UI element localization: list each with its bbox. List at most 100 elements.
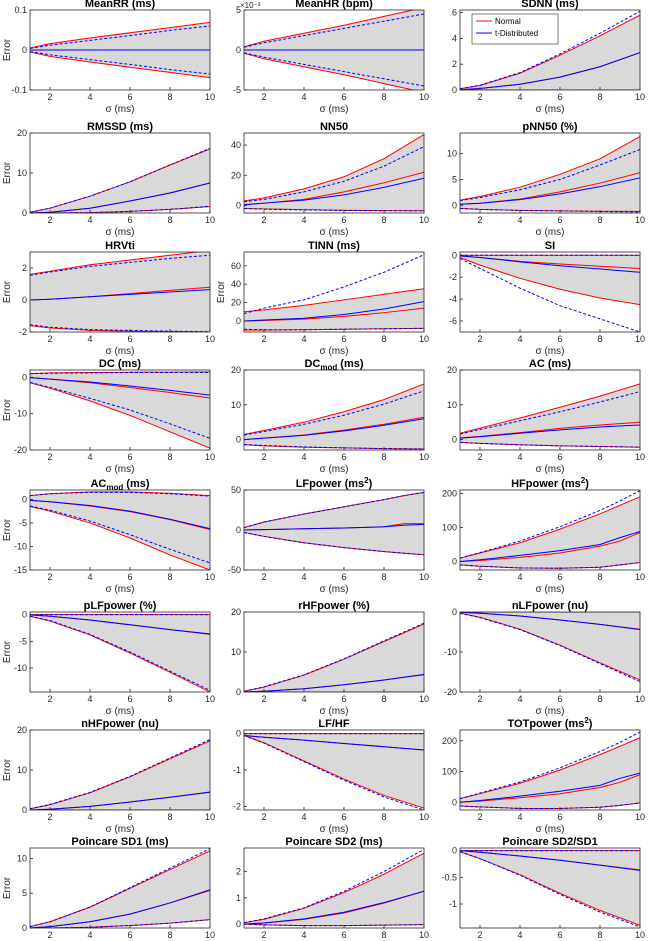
x-tick-label: 10: [419, 215, 429, 225]
tdist-mean-line: [30, 889, 210, 928]
x-tick-label: 4: [87, 572, 92, 582]
y-tick-label: -10: [14, 663, 27, 673]
plot-area: [460, 850, 640, 928]
tdist-lower-line: [244, 734, 424, 810]
x-tick-label: 6: [341, 572, 346, 582]
x-tick-label: 6: [341, 92, 346, 102]
x-tick-label: 4: [301, 334, 306, 344]
y-tick-label: -10: [14, 541, 27, 551]
y-tick-label: 0: [452, 85, 457, 95]
x-tick-label: 4: [301, 930, 306, 940]
x-tick-label: 10: [419, 930, 429, 940]
y-tick-label: 20: [17, 725, 27, 735]
y-tick-label: 5: [22, 888, 27, 898]
error-band: [460, 383, 640, 448]
tdist-upper-line: [30, 848, 210, 928]
subplot-16: 2 4 6 8 10 -10 -5 0 pLFpower (%) σ (ms) Error: [2, 600, 215, 717]
y-tick-label: 0: [236, 525, 241, 535]
tdist-upper-line: [244, 254, 424, 315]
x-tick-label: 10: [205, 572, 215, 582]
y-tick-label: -5: [19, 636, 27, 646]
subplot-title: ACmod (ms): [90, 478, 149, 492]
tdist-upper-line: [460, 10, 640, 90]
y-tick-label: 10: [17, 765, 27, 775]
y-tick-label: 20: [231, 365, 241, 375]
x-axis-label: σ (ms): [536, 227, 565, 238]
tdist-mean-line: [244, 890, 424, 925]
x-tick-label: 6: [557, 812, 562, 822]
axes-box: [243, 132, 425, 214]
x-tick-label: 2: [261, 930, 266, 940]
subplot-title: SI: [545, 240, 555, 252]
y-tick-label: -2: [449, 272, 457, 282]
normal-upper-line: [244, 383, 424, 435]
error-band: [460, 850, 640, 926]
y-tick-label: 40: [231, 279, 241, 289]
x-axis-label: σ (ms): [106, 706, 135, 717]
x-tick-label: 10: [635, 812, 645, 822]
subplot-title: DC (ms): [99, 358, 142, 370]
subplot-title: MeanRR (ms): [85, 0, 156, 10]
axes-box: [459, 489, 641, 571]
x-tick-label: 6: [341, 215, 346, 225]
tdist-upper-line: [30, 491, 210, 497]
tdist-upper-line: [244, 491, 424, 529]
subplot-13: 2 4 6 8 10 -15 -10 -5 0 ACmod (ms) σ (ms) Error: [2, 478, 215, 595]
y-tick-label: 0.1: [14, 5, 27, 15]
tdist-upper-line: [460, 490, 640, 559]
x-tick-label: 6: [341, 334, 346, 344]
y-tick-label: 50: [231, 485, 241, 495]
x-tick-label: 8: [597, 694, 602, 704]
plot-area: [460, 136, 640, 213]
subplot-title: LF/HF: [318, 718, 349, 730]
tdist-mean-line: [460, 612, 640, 631]
x-tick-label: 10: [635, 215, 645, 225]
x-tick-label: 8: [381, 452, 386, 462]
x-tick-label: 6: [557, 92, 562, 102]
x-tick-label: 10: [205, 334, 215, 344]
x-tick-label: 2: [261, 215, 266, 225]
y-tick-label: -1: [233, 765, 241, 775]
tdist-mean-line: [244, 673, 424, 692]
x-tick-label: 10: [419, 812, 429, 822]
y-tick-label: 0: [22, 208, 27, 218]
tdist-lower-line: [244, 52, 424, 87]
normal-lower-line: [30, 382, 210, 449]
x-tick-label: 4: [301, 92, 306, 102]
y-axis-label: Error: [2, 38, 13, 61]
plot-area: [460, 10, 640, 90]
subplot-6: 2 4 6 8 10 0 5 10 pNN50 (%) σ (ms): [447, 121, 645, 238]
x-tick-label: 2: [261, 452, 266, 462]
x-tick-label: 8: [381, 694, 386, 704]
plot-area: [30, 371, 210, 449]
tdist-upper-line: [30, 739, 210, 810]
axes-box: [29, 251, 211, 333]
y-tick-label: 0: [22, 610, 27, 620]
tdist-lower-line: [244, 443, 424, 450]
subplot-title: TOTpower (ms2): [508, 716, 593, 730]
x-axis-label: σ (ms): [106, 584, 135, 595]
error-band: [30, 740, 210, 810]
x-tick-label: 8: [381, 930, 386, 940]
axes-box: [243, 369, 425, 451]
plot-area: [244, 254, 424, 331]
x-axis-label: σ (ms): [106, 227, 135, 238]
subplot-title: pLFpower (%): [84, 600, 157, 612]
x-tick-label: 4: [517, 334, 522, 344]
x-tick-label: 4: [517, 215, 522, 225]
tdist-lower-line: [30, 51, 210, 75]
subplot-7: 2 4 6 8 10 -2 0 2 HRVti σ (ms) Error: [2, 240, 215, 357]
axes-box: [459, 9, 641, 91]
x-tick-label: 4: [301, 215, 306, 225]
x-tick-label: 10: [635, 334, 645, 344]
x-tick-label: 10: [635, 92, 645, 102]
plot-area: [30, 252, 210, 332]
error-band: [30, 614, 210, 692]
x-tick-label: 2: [47, 452, 52, 462]
tdist-upper-line: [30, 147, 210, 213]
x-tick-label: 4: [517, 572, 522, 582]
subplot-20: 2 4 6 8 10 -2 -1 0 LF/HF σ (ms): [233, 718, 429, 835]
